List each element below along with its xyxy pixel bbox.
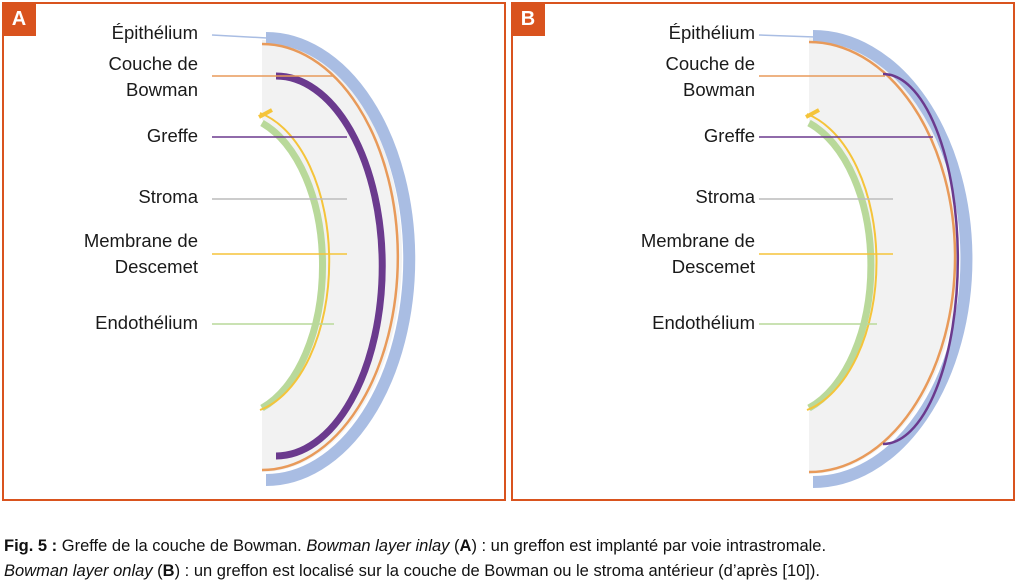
descemet-membrane [806,113,878,411]
bowman-layer [261,42,400,472]
caption-line-1: Fig. 5 : Greffe de la couche de Bowman. … [4,534,1020,559]
caption-ref-a: A [459,537,472,555]
epithelium-layer [812,30,973,488]
panel-badge: B [511,2,545,36]
label-graft: Greffe [146,125,198,146]
endothelium-layer [807,119,875,412]
descemet-membrane [259,112,331,411]
caption-onlay-term: Bowman layer onlay [4,562,153,580]
descemet-end-cap [258,108,273,119]
label-graft: Greffe [703,125,755,146]
label-endothelium: Endothélium [95,312,198,333]
endothelium-layer [260,119,326,412]
leader-epithelium [211,34,268,39]
panel-a: A Épithélium Couche de Bowman Greffe Str… [2,2,506,501]
caption-line-2: Bowman layer onlay (B) : un greffon est … [4,559,1020,584]
caption-paren: ( [152,562,163,580]
cornea-diagram-a [211,32,416,486]
panel-badge: A [2,2,36,36]
label-descemet: Membrane de Descemet [640,230,755,277]
stroma-region [809,38,959,474]
bowman-layer [808,40,957,474]
label-endothelium: Endothélium [652,312,755,333]
panel-b: B Épithélium Couche de Bowman Greffe Str… [511,2,1015,501]
caption-text: ) : un greffon est implanté par voie int… [471,537,827,555]
figure-caption: Fig. 5 : Greffe de la couche de Bowman. … [4,534,1020,584]
label-epithelium: Épithélium [668,22,755,43]
label-descemet: Membrane de Descemet [83,230,198,277]
label-stroma: Stroma [695,186,755,207]
graft-inlay [275,72,386,460]
label-stroma: Stroma [138,186,198,207]
descemet-end-cap [805,108,820,119]
caption-inlay-term: Bowman layer inlay [306,537,450,555]
label-bowman: Couche de Bowman [665,53,755,100]
epithelium-layer [265,32,416,486]
caption-paren: ( [449,537,460,555]
cornea-diagram-b [758,30,973,488]
label-bowman: Couche de Bowman [108,53,198,100]
caption-text: Greffe de la couche de Bowman. [57,537,307,555]
leader-epithelium [758,34,816,38]
caption-text: ) : un greffon est localisé sur la couch… [174,562,820,580]
caption-ref-b: B [162,562,175,580]
graft-onlay [882,72,960,446]
label-epithelium: Épithélium [111,22,198,43]
figure-number: Fig. 5 : [4,537,58,555]
